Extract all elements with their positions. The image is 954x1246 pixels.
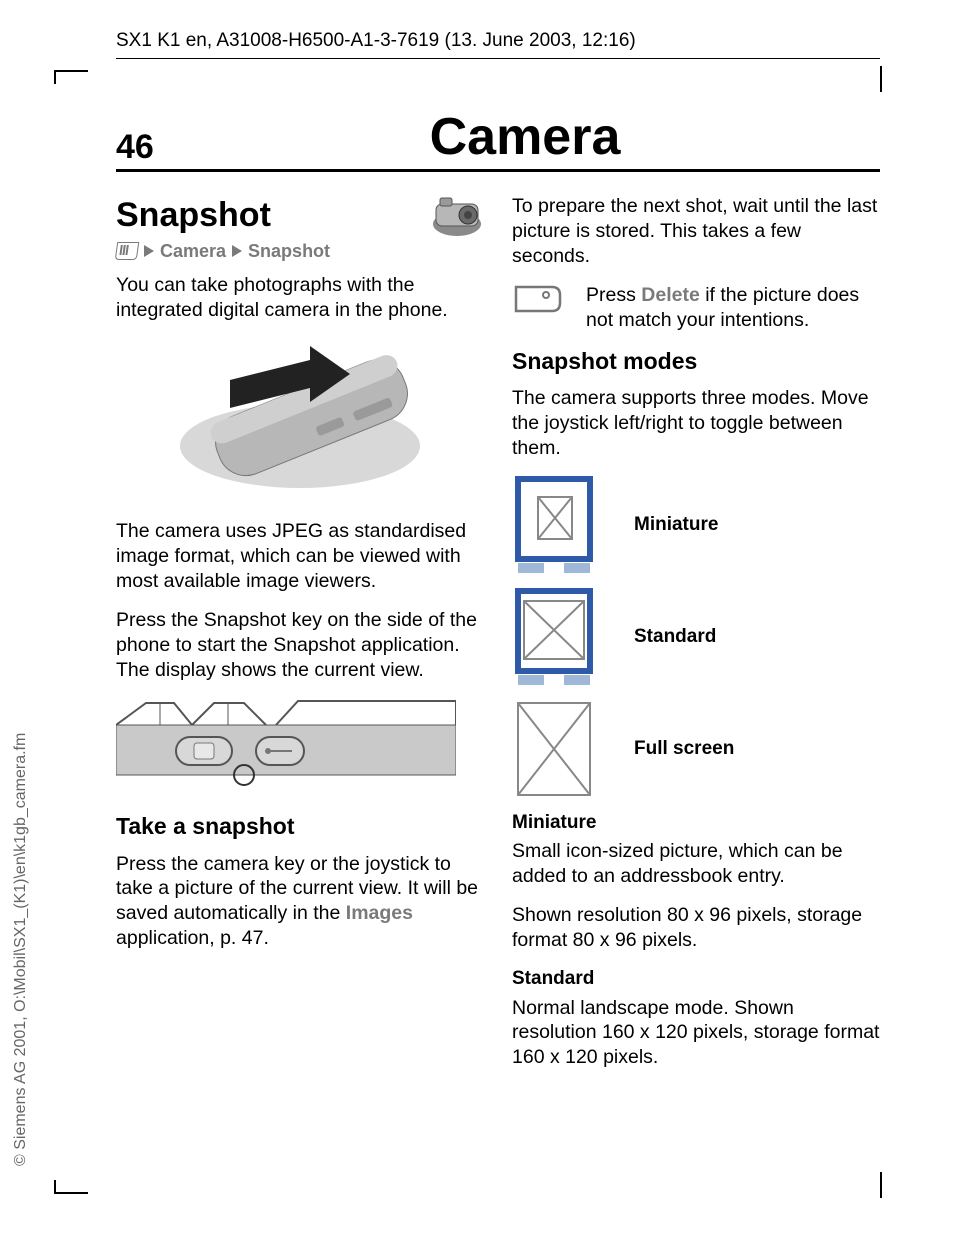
mode-label: Standard: [634, 625, 716, 649]
subsection-heading: Take a snapshot: [116, 812, 484, 841]
subsection-heading: Snapshot modes: [512, 347, 880, 376]
mode-row: Standard: [512, 587, 880, 687]
body-text: Normal landscape mode. Shown resolution …: [512, 996, 880, 1071]
phone-illustration: [170, 336, 430, 503]
body-text: Press the Snapshot key on the side of th…: [116, 608, 484, 683]
page-number: 46: [116, 128, 170, 167]
body-text: To prepare the next shot, wait until the…: [512, 194, 880, 269]
arrow-icon: [144, 245, 154, 257]
breadcrumb: Camera Snapshot: [116, 240, 484, 263]
body-text: The camera supports three modes. Move th…: [512, 386, 880, 461]
body-text: Small icon-sized picture, which can be a…: [512, 839, 880, 889]
breadcrumb-item: Camera: [160, 240, 226, 263]
phone-top-illustration: [116, 697, 484, 794]
body-text: Press Delete if the picture does not mat…: [586, 283, 880, 333]
body-text: The camera uses JPEG as standardised ima…: [116, 519, 484, 594]
app-name: Images: [346, 902, 413, 924]
section-heading: Snapshot: [116, 194, 484, 238]
source-path: © Siemens AG 2001, O:\Mobil\SX1_(K1)\en\…: [12, 733, 30, 1166]
chapter-title: Camera: [170, 107, 880, 167]
body-text: Shown resolution 80 x 96 pixels, storage…: [512, 903, 880, 953]
softkey-icon: [512, 283, 564, 315]
body-text: Press the camera key or the joystick to …: [116, 852, 484, 952]
mode-label: Miniature: [634, 513, 718, 537]
camera-icon: [430, 194, 484, 238]
body-text: You can take photographs with the integr…: [116, 273, 484, 323]
key-label: Delete: [641, 284, 700, 306]
miniature-mode-icon: [512, 475, 596, 575]
mode-row: Full screen: [512, 699, 880, 799]
mode-heading: Miniature: [512, 811, 880, 835]
mode-heading: Standard: [512, 967, 880, 991]
arrow-icon: [232, 245, 242, 257]
menu-icon: [115, 242, 140, 260]
mode-label: Full screen: [634, 737, 734, 761]
mode-row: Miniature: [512, 475, 880, 575]
breadcrumb-item: Snapshot: [248, 240, 330, 263]
fullscreen-mode-icon: [512, 699, 596, 799]
standard-mode-icon: [512, 587, 596, 687]
running-head: SX1 K1 en, A31008-H6500-A1-3-7619 (13. J…: [116, 30, 880, 56]
